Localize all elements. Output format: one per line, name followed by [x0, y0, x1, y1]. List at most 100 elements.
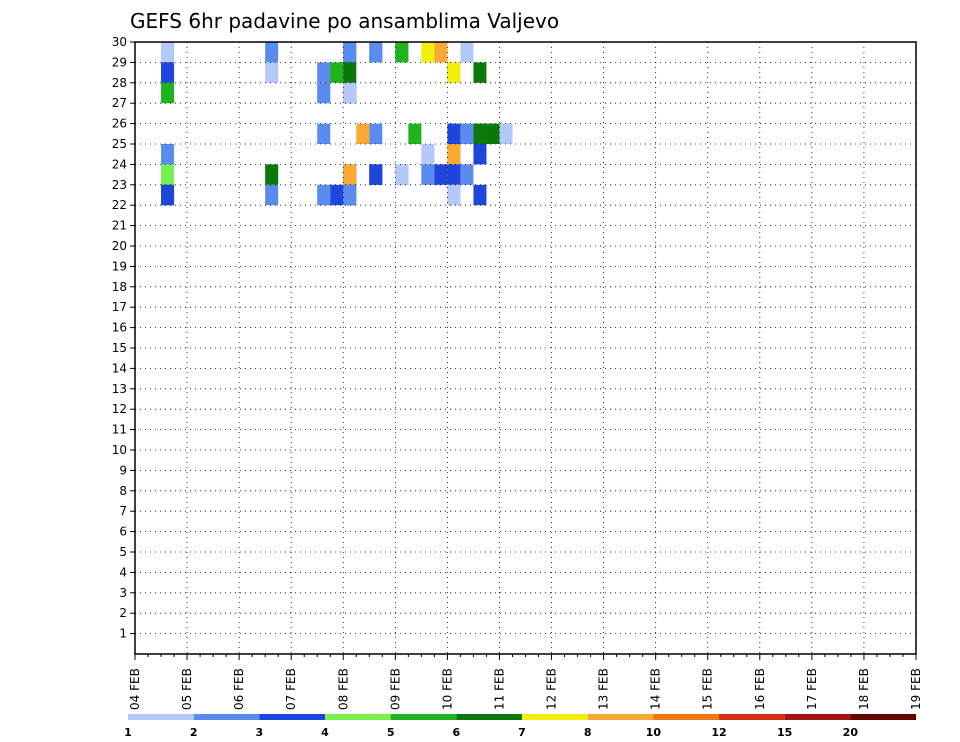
y-tick-label: 3 [119, 586, 127, 600]
data-cell [460, 123, 474, 144]
x-tick-label: 08 FEB [336, 668, 350, 710]
y-tick-label: 18 [112, 280, 127, 294]
data-cell [460, 42, 474, 63]
data-cell [421, 164, 435, 185]
data-cell [161, 184, 175, 206]
colorbar-segment [390, 714, 457, 720]
y-tick-label: 1 [119, 627, 127, 641]
colorbar-segment [193, 714, 260, 720]
chart-title: GEFS 6hr padavine po ansamblima Valjevo [130, 9, 559, 33]
y-tick-label: 14 [112, 361, 127, 375]
data-cell [317, 123, 331, 144]
data-cell [473, 144, 487, 165]
data-cell [421, 42, 435, 63]
data-cell [369, 123, 383, 144]
x-tick-label: 09 FEB [388, 668, 402, 710]
data-cell [369, 42, 383, 63]
data-cell [265, 164, 279, 185]
data-cell [161, 62, 175, 83]
colorbar-label: 8 [584, 726, 592, 739]
y-tick-label: 29 [112, 55, 127, 69]
data-cell [395, 164, 409, 185]
x-tick-label: 15 FEB [701, 668, 715, 710]
data-cell [317, 82, 331, 104]
x-tick-label: 12 FEB [545, 668, 559, 710]
y-tick-label: 2 [119, 606, 127, 620]
y-tick-label: 22 [112, 198, 127, 212]
colorbar-label: 1 [124, 726, 132, 739]
y-tick-label: 30 [112, 35, 127, 49]
data-cell [343, 62, 357, 83]
data-cell [330, 62, 344, 83]
colorbar-segment [719, 714, 785, 720]
x-tick-label: 17 FEB [805, 668, 819, 710]
y-tick-label: 24 [112, 157, 127, 171]
y-tick-label: 11 [112, 423, 127, 437]
y-axis: 1234567891011121314151617181920212223242… [112, 35, 135, 641]
data-cell [460, 164, 474, 185]
colorbar-label: 6 [453, 726, 461, 739]
x-tick-label: 06 FEB [232, 668, 246, 710]
data-cell [473, 123, 487, 144]
x-tick-label: 19 FEB [909, 668, 923, 710]
colorbar-label: 5 [387, 726, 395, 739]
y-tick-label: 17 [112, 300, 127, 314]
data-cell [161, 144, 175, 165]
y-tick-label: 10 [112, 443, 127, 457]
data-cell [473, 62, 487, 83]
y-tick-label: 12 [112, 402, 127, 416]
grid-layer [135, 42, 916, 654]
data-cell [486, 123, 500, 144]
data-cell [447, 123, 461, 144]
data-cell [317, 184, 331, 206]
data-cell [343, 184, 357, 206]
colorbar-segment [850, 714, 916, 720]
data-cell [343, 82, 357, 104]
data-cell [434, 42, 448, 63]
colorbar: 1 2 3 4 5 6 7 8 10 12 15 20 [124, 714, 916, 739]
y-tick-label: 16 [112, 321, 127, 335]
x-tick-label: 07 FEB [284, 668, 298, 710]
data-cell [265, 62, 279, 83]
y-tick-label: 7 [119, 504, 127, 518]
x-tick-label: 10 FEB [440, 668, 454, 710]
data-cell [421, 144, 435, 165]
colorbar-label: 2 [190, 726, 198, 739]
colorbar-label: 4 [321, 726, 329, 739]
data-cell [265, 184, 279, 206]
data-cell [395, 42, 409, 63]
y-tick-label: 27 [112, 96, 127, 110]
y-tick-label: 25 [112, 137, 127, 151]
data-cell [343, 42, 357, 63]
data-cell [343, 164, 357, 185]
colorbar-segment [653, 714, 719, 720]
y-tick-label: 23 [112, 178, 127, 192]
y-tick-label: 9 [119, 463, 127, 477]
data-cell [408, 123, 422, 144]
colorbar-segment [128, 714, 194, 720]
y-tick-label: 26 [112, 117, 127, 131]
y-tick-label: 4 [119, 565, 127, 579]
data-cell [161, 164, 175, 185]
x-tick-label: 05 FEB [180, 668, 194, 710]
y-tick-label: 15 [112, 341, 127, 355]
y-tick-label: 13 [112, 382, 127, 396]
y-tick-label: 8 [119, 484, 127, 498]
colorbar-segment [587, 714, 654, 720]
x-tick-label: 14 FEB [649, 668, 663, 710]
data-cell [369, 164, 383, 185]
data-cell [447, 184, 461, 206]
colorbar-segment [325, 714, 391, 720]
colorbar-segment [456, 714, 522, 720]
y-tick-label: 5 [119, 545, 127, 559]
colorbar-segment [522, 714, 588, 720]
data-cell [473, 184, 487, 206]
cells-layer [161, 42, 513, 206]
data-cell [265, 42, 279, 63]
x-axis: 04 FEB 05 FEB 06 FEB 07 FEB 08 FEB 09 FEB 10 F… [128, 654, 923, 710]
data-cell [330, 184, 344, 206]
colorbar-label: 20 [843, 726, 859, 739]
y-tick-label: 21 [112, 219, 127, 233]
colorbar-label: 12 [711, 726, 726, 739]
